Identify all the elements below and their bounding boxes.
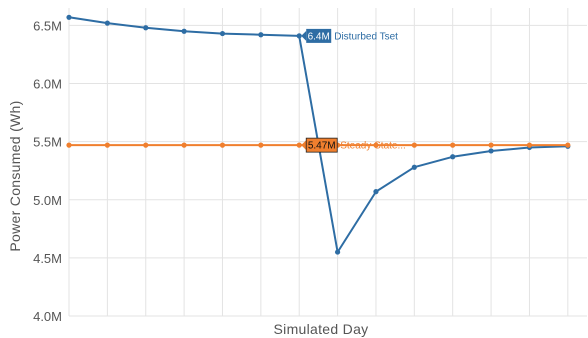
data-point	[104, 20, 110, 26]
label-pointer	[301, 140, 307, 151]
y-axis-title: Power Consumed (Wh)	[7, 100, 23, 251]
data-point	[143, 142, 149, 148]
series-group	[66, 14, 571, 255]
data-point	[66, 142, 72, 148]
data-point	[411, 142, 417, 148]
data-point	[143, 25, 149, 31]
data-point	[373, 189, 379, 195]
y-tick-label: 4.5M	[33, 251, 62, 266]
data-point	[104, 142, 110, 148]
data-point	[373, 142, 379, 148]
data-point	[450, 154, 456, 160]
grid-lines	[68, 8, 587, 317]
data-labels: 6.4M Disturbed Tset 5.47M Steady State...	[301, 28, 406, 153]
x-axis-title: Simulated Day	[274, 321, 369, 337]
data-point	[258, 32, 264, 38]
y-axis-ticks: 4.0M 4.5M 5.0M 5.5M 6.0M 6.5M	[33, 18, 62, 324]
y-tick-label: 6.5M	[33, 18, 62, 33]
data-point	[181, 142, 187, 148]
data-point	[219, 30, 226, 37]
value-label-box	[305, 137, 338, 153]
value-label-text: 6.4M	[308, 31, 330, 42]
label-pointer	[301, 30, 307, 41]
y-tick-label: 4.0M	[33, 309, 62, 324]
data-point	[66, 14, 72, 20]
data-point	[334, 249, 341, 255]
y-tick-label: 5.0M	[33, 193, 62, 208]
data-point	[296, 33, 302, 39]
y-tick-label: 5.5M	[33, 135, 62, 150]
y-tick-label: 6.0M	[33, 77, 62, 92]
series-line	[68, 16, 568, 254]
series-name-label: Steady State...	[340, 141, 406, 152]
value-label-box	[306, 28, 332, 43]
data-point	[450, 142, 456, 148]
series-name-label: Disturbed Tset	[334, 31, 398, 42]
value-label-text: 5.47M	[308, 141, 336, 152]
data-point	[181, 28, 187, 34]
data-point	[488, 148, 494, 154]
data-point	[565, 142, 571, 148]
data-point	[526, 142, 533, 148]
data-point	[296, 142, 302, 148]
data-point	[219, 142, 226, 148]
data-point	[411, 164, 417, 170]
data-point	[488, 142, 494, 148]
data-point	[258, 142, 264, 148]
